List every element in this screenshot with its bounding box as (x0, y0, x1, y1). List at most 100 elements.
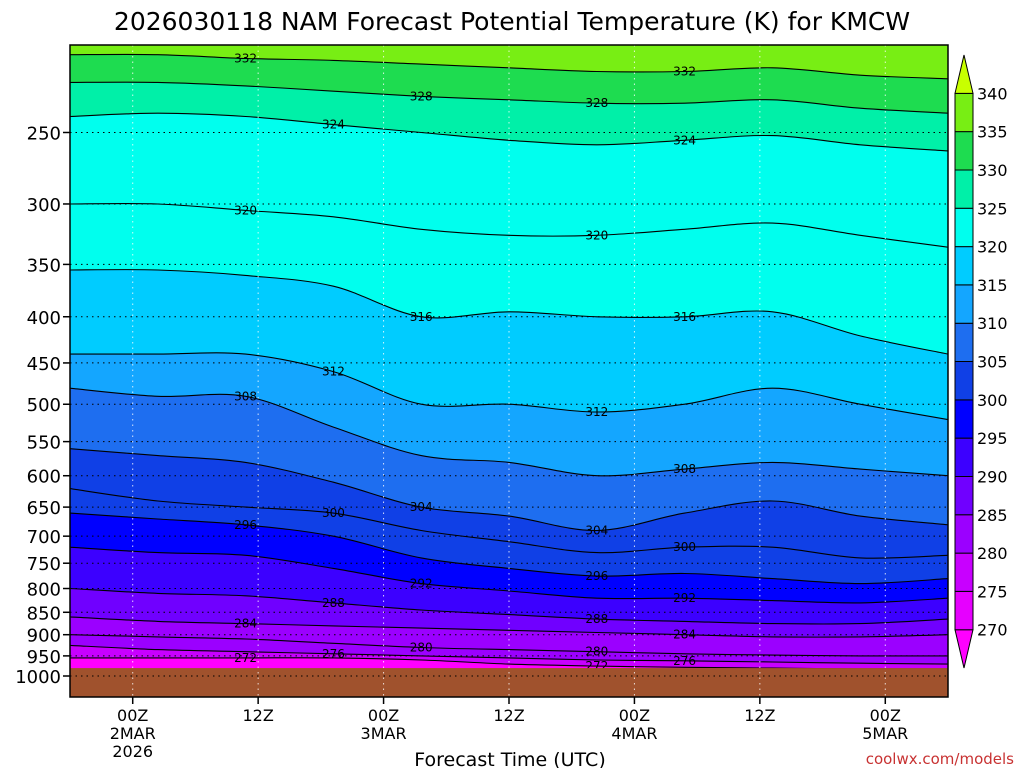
x-tick-label: 00Z (117, 706, 148, 725)
contour-280 (70, 634, 948, 657)
contour-304 (70, 448, 948, 532)
y-tick-label: 400 (27, 308, 61, 329)
contour-label: 272 (234, 651, 257, 665)
y-tick-label: 600 (27, 467, 61, 488)
contour-328 (70, 81, 948, 114)
contour-label: 292 (673, 591, 696, 605)
contour-label: 276 (673, 654, 696, 668)
contour-label: 284 (673, 628, 696, 642)
y-tick-label: 650 (27, 498, 61, 519)
y-axis: 250 300 350 400 450 500 550 600 650 700 750 8008509… (15, 123, 70, 688)
colorbar-swatch (954, 169, 974, 209)
chart-title: 2026030118 NAM Forecast Potential Temper… (114, 7, 910, 36)
grid-lines (70, 45, 948, 697)
contour-312 (70, 352, 948, 421)
y-tick-label: 800 (27, 580, 61, 601)
colorbar-swatch (954, 475, 974, 516)
contour-label: 324 (673, 133, 696, 147)
colorbar-swatch (954, 246, 974, 286)
colorbar-label: 275 (977, 582, 1008, 601)
y-tick-label: 1000 (15, 667, 61, 688)
contour-label: 288 (585, 612, 608, 626)
contour-label: 324 (322, 118, 345, 132)
x-tick-label: 2026 (112, 742, 153, 761)
contour-label: 288 (322, 596, 345, 610)
colorbar-label: 285 (977, 506, 1008, 525)
contour-label: 332 (673, 65, 696, 79)
x-tick-label: 12Z (242, 706, 273, 725)
contour-label: 292 (410, 577, 433, 591)
x-tick-label: 00Z (870, 706, 901, 725)
contour-300 (70, 488, 948, 559)
contour-label: 304 (410, 500, 433, 514)
x-tick-label: 2MAR (110, 724, 156, 743)
y-tick-label: 850 (27, 603, 61, 624)
y-tick-label: 450 (27, 354, 61, 375)
credit-text[interactable]: coolwx.com/models (866, 750, 1014, 768)
contour-label: 320 (585, 228, 608, 242)
x-tick-label: 00Z (368, 706, 399, 725)
contour-label: 308 (234, 389, 257, 403)
colorbar-swatch (954, 322, 974, 362)
colorbar-label: 295 (977, 429, 1008, 448)
colorbar-label: 290 (977, 467, 1008, 486)
contour-label: 328 (410, 89, 433, 103)
contour-308 (70, 387, 948, 477)
contour-label: 300 (673, 540, 696, 554)
contour-label: 296 (585, 569, 608, 583)
contour-label: 328 (585, 96, 608, 110)
contour-label: 284 (234, 617, 257, 631)
x-tick-label: 3MAR (361, 724, 407, 743)
colorbar: 270 275 280 285 290 295 300 305 310 315 320 325 330 3… (954, 54, 1008, 669)
colorbar-label: 300 (977, 391, 1008, 410)
contour-320 (70, 202, 948, 248)
contour-284 (70, 616, 948, 638)
contour-label: 320 (234, 203, 257, 217)
colorbar-swatch (954, 361, 974, 401)
y-tick-label: 500 (27, 395, 61, 416)
colorbar-swatch (954, 284, 974, 324)
temperature-fill-bands (70, 45, 948, 697)
contour-324 (70, 112, 948, 152)
colorbar-swatch (954, 629, 974, 669)
colorbar-swatch (954, 207, 974, 248)
y-tick-label: 300 (27, 195, 61, 216)
colorbar-label: 330 (977, 161, 1008, 180)
colorbar-swatch (954, 590, 974, 631)
y-tick-label: 350 (27, 255, 61, 276)
colorbar-label: 270 (977, 621, 1008, 640)
x-axis-label: Forecast Time (UTC) (414, 749, 605, 768)
colorbar-label: 325 (977, 199, 1008, 218)
x-tick-label: 12Z (493, 706, 524, 725)
x-tick-label: 00Z (619, 706, 650, 725)
y-tick-label: 900 (27, 626, 61, 647)
contour-label: 304 (585, 524, 608, 538)
x-tick-label: 5MAR (862, 724, 908, 743)
colorbar-label: 315 (977, 276, 1008, 295)
x-tick-label: 4MAR (611, 724, 657, 743)
colorbar-swatch (954, 92, 974, 133)
y-tick-label: 700 (27, 527, 61, 548)
colorbar-label: 305 (977, 353, 1008, 372)
colorbar-label: 320 (977, 238, 1008, 257)
colorbar-swatch (954, 54, 974, 94)
colorbar-swatch (954, 131, 974, 171)
colorbar-label: 280 (977, 544, 1008, 563)
colorbar-swatch (954, 514, 974, 554)
colorbar-swatch (954, 552, 974, 592)
colorbar-swatch (954, 399, 974, 439)
x-tick-label: 12Z (744, 706, 775, 725)
y-tick-label: 750 (27, 554, 61, 575)
contour-label: 316 (410, 310, 433, 324)
contour-316 (70, 269, 948, 355)
y-tick-label: 250 (27, 123, 61, 144)
contour-label: 280 (585, 645, 608, 659)
y-tick-label: 550 (27, 433, 61, 454)
colorbar-label: 310 (977, 314, 1008, 333)
colorbar-swatch (954, 437, 974, 477)
contour-label: 308 (673, 462, 696, 476)
contour-label: 280 (410, 641, 433, 655)
contour-label: 300 (322, 506, 345, 520)
colorbar-label: 335 (977, 123, 1008, 142)
